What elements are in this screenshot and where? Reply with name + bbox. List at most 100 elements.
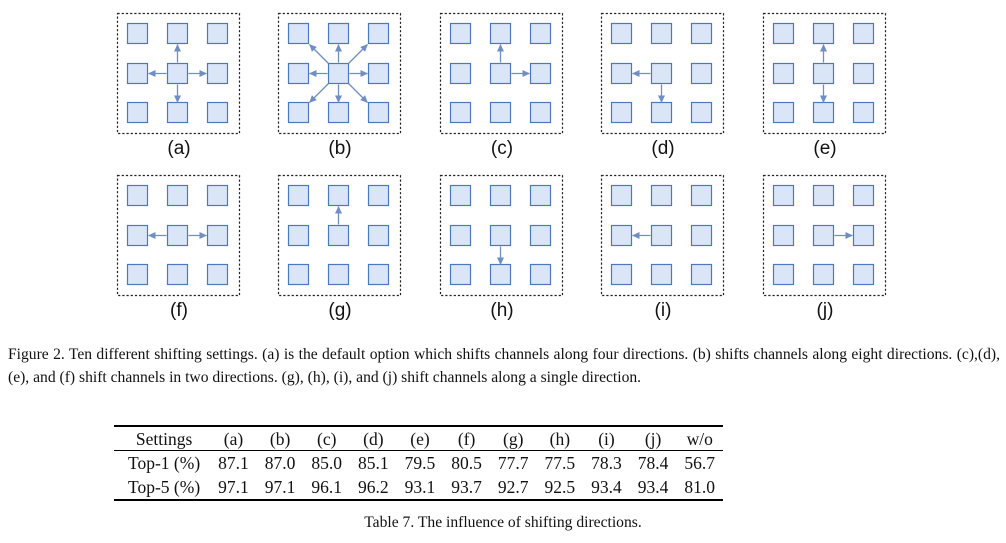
row-label: Top-1 (%) bbox=[128, 453, 201, 473]
channel-box bbox=[489, 101, 512, 124]
panel-label: (b) bbox=[328, 138, 351, 159]
channel-box bbox=[489, 184, 512, 207]
channel-box bbox=[690, 22, 713, 45]
channel-box bbox=[327, 101, 350, 124]
center-channel-box bbox=[650, 224, 673, 247]
table-cell: 93.1 bbox=[396, 475, 444, 501]
channel-box bbox=[772, 224, 795, 247]
channel-box bbox=[287, 101, 310, 124]
column-header: (e) bbox=[396, 425, 444, 451]
table-cell: 56.7 bbox=[684, 453, 716, 473]
table-header-row: Settings (a) (b) (c) (d) (e) (f) (g) (h) (i) (j) w/… bbox=[114, 425, 724, 451]
channel-box bbox=[126, 184, 149, 207]
channel-box bbox=[812, 184, 835, 207]
panel-frame bbox=[600, 12, 725, 135]
channel-box bbox=[529, 263, 552, 286]
table-cell: 92.7 bbox=[489, 475, 537, 501]
shift-panel: (h) bbox=[439, 174, 564, 321]
table-cell: 96.1 bbox=[303, 475, 351, 501]
channel-box bbox=[126, 101, 149, 124]
table-row: Top-1 (%) 87.1 87.0 85.0 85.1 79.5 80.5 77.7 77.… bbox=[114, 451, 723, 476]
channel-box bbox=[126, 263, 149, 286]
column-header: (h) bbox=[536, 425, 584, 451]
channel-box bbox=[166, 101, 189, 124]
channel-box bbox=[327, 22, 350, 45]
channel-box bbox=[287, 224, 310, 247]
channel-box bbox=[852, 22, 875, 45]
channel-box bbox=[852, 224, 875, 247]
center-channel-box bbox=[812, 224, 835, 247]
panel-frame bbox=[600, 174, 725, 297]
channel-box bbox=[610, 184, 633, 207]
channel-box bbox=[206, 263, 229, 286]
channel-box bbox=[126, 62, 149, 85]
table-cell: 77.5 bbox=[544, 453, 576, 473]
panel-label: (g) bbox=[328, 300, 351, 321]
channel-box bbox=[772, 62, 795, 85]
channel-box bbox=[610, 263, 633, 286]
channel-box bbox=[852, 263, 875, 286]
channel-box bbox=[367, 184, 390, 207]
channel-box bbox=[690, 263, 713, 286]
channel-box bbox=[812, 22, 835, 45]
channel-box bbox=[166, 22, 189, 45]
channel-box bbox=[610, 22, 633, 45]
channel-box bbox=[327, 184, 350, 207]
column-header: (g) bbox=[489, 425, 537, 451]
panel-label: (a) bbox=[167, 138, 190, 159]
channel-box bbox=[852, 62, 875, 85]
arrow-down-right-icon bbox=[348, 83, 368, 103]
table-cell: 81.0 bbox=[676, 475, 724, 501]
table-cell: 97.1 bbox=[256, 475, 304, 501]
channel-box bbox=[812, 101, 835, 124]
column-header: (f) bbox=[443, 425, 490, 451]
table-cell: 97.1 bbox=[210, 475, 257, 501]
arrow-down-left-icon bbox=[309, 83, 329, 103]
panel-frame bbox=[762, 174, 887, 297]
channel-box bbox=[489, 22, 512, 45]
channel-box bbox=[367, 263, 390, 286]
channel-box bbox=[529, 224, 552, 247]
channel-box bbox=[690, 224, 713, 247]
panel-label: (c) bbox=[491, 138, 513, 159]
table-cell: 87.0 bbox=[264, 453, 296, 473]
panel-label: (d) bbox=[651, 138, 674, 159]
table-cell: 87.1 bbox=[218, 453, 249, 473]
channel-box bbox=[690, 184, 713, 207]
channel-box bbox=[206, 62, 229, 85]
panel-frame bbox=[116, 174, 241, 297]
figure-caption: Figure 2. Ten different shifting setting… bbox=[8, 346, 1000, 386]
table-cell: 77.7 bbox=[497, 453, 529, 473]
channel-box bbox=[287, 62, 310, 85]
channel-box bbox=[650, 101, 673, 124]
column-header: (j) bbox=[629, 425, 677, 451]
channel-box bbox=[206, 101, 229, 124]
channel-box bbox=[529, 101, 552, 124]
row-label: Top-5 (%) bbox=[114, 475, 211, 501]
table-cell: 92.5 bbox=[536, 475, 584, 501]
shift-panel: (d) bbox=[600, 12, 725, 159]
channel-box bbox=[449, 224, 472, 247]
channel-box bbox=[449, 263, 472, 286]
channel-box bbox=[367, 22, 390, 45]
channel-box bbox=[529, 62, 552, 85]
panel-label: (f) bbox=[170, 300, 188, 321]
channel-box bbox=[650, 22, 673, 45]
panel-label: (h) bbox=[490, 300, 513, 321]
channel-box bbox=[489, 263, 512, 286]
center-channel-box bbox=[812, 62, 835, 85]
channel-box bbox=[287, 263, 310, 286]
table-cell: 78.3 bbox=[591, 453, 622, 473]
channel-box bbox=[126, 224, 149, 247]
channel-box bbox=[449, 22, 472, 45]
channel-box bbox=[610, 62, 633, 85]
table-cell: 78.4 bbox=[637, 453, 669, 473]
channel-box bbox=[206, 184, 229, 207]
channel-box bbox=[367, 224, 390, 247]
table-row: Top-5 (%) 97.1 97.1 96.1 96.2 93.1 93.7 92.7 92.… bbox=[114, 475, 724, 501]
panel-frame bbox=[277, 174, 402, 297]
shifting-settings-figure: (a) (b) (c) (d) (e) (f) (g) (h) (i) (j) bbox=[116, 12, 887, 321]
channel-box bbox=[287, 22, 310, 45]
table-cell: 93.4 bbox=[629, 475, 677, 501]
channel-box bbox=[327, 263, 350, 286]
